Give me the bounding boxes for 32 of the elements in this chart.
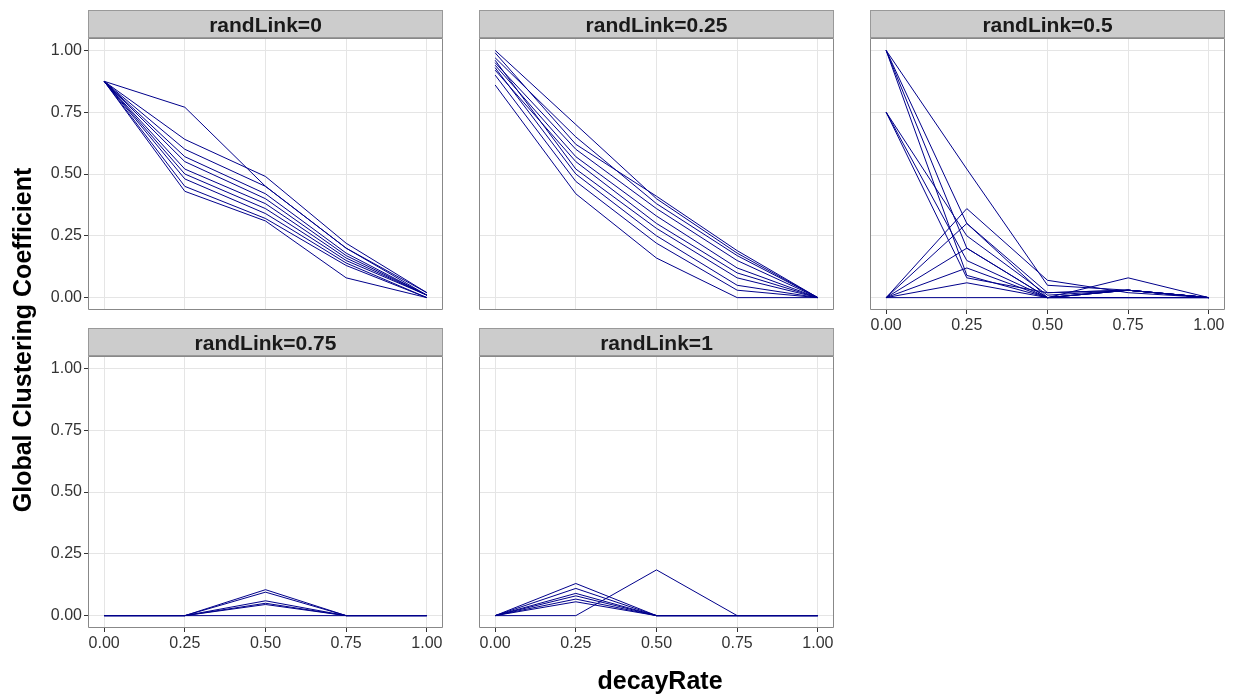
x-tick-label: 0.00 [479,634,511,652]
chart-title: randLink=0.75 [88,328,443,356]
y-tick-label: 0.25 [50,226,83,244]
chart-title: randLink=0 [88,10,443,38]
y-tick-label: 0.75 [50,102,83,120]
y-tick-label: 0.00 [50,288,83,306]
y-axis-title: Global Clustering Coefficient [7,167,37,513]
y-tick-label: 1.00 [50,40,83,58]
chart-title: randLink=0.5 [870,10,1225,38]
y-tick-label: 0.50 [50,482,83,500]
chart-title: randLink=1 [479,328,834,356]
y-tick-label: 0.75 [50,420,83,438]
x-tick-label: 1.00 [411,634,443,652]
y-tick-label: 0.00 [50,606,83,624]
x-tick-label: 1.00 [1193,316,1225,334]
x-tick-label: 0.75 [1112,316,1144,334]
x-tick-label: 0.50 [249,634,282,652]
x-tick-label: 0.00 [88,634,120,652]
y-tick-label: 1.00 [50,358,83,376]
x-tick-label: 0.75 [721,634,753,652]
chart-title: randLink=0.25 [479,10,834,38]
x-tick-label: 0.00 [870,316,902,334]
y-tick-label: 0.25 [50,544,83,562]
x-tick-label: 0.50 [640,634,673,652]
x-tick-label: 0.25 [951,316,983,334]
y-tick-label: 0.50 [50,164,83,182]
x-tick-label: 0.50 [1031,316,1064,334]
x-tick-label: 0.25 [169,634,201,652]
x-axis-title: decayRate [597,666,723,695]
x-tick-label: 0.25 [560,634,592,652]
x-tick-label: 0.75 [330,634,362,652]
x-tick-label: 1.00 [802,634,834,652]
